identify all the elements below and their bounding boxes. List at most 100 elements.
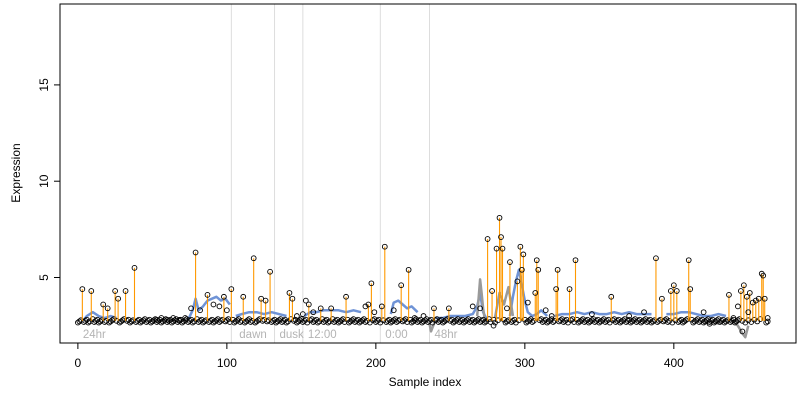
data-point [300,311,306,317]
baseline-point [603,317,610,324]
spike-point [289,295,296,302]
spike-point [192,249,199,256]
spike-point [685,257,692,264]
phase-label: 24hr [83,329,106,341]
baseline-point [338,317,345,324]
spike-point [507,259,513,265]
spike-point [122,288,129,294]
baseline-point [374,317,381,324]
baseline-point [562,317,568,324]
spike-point [687,286,694,292]
baseline-point [548,316,555,322]
spike-point [317,305,324,312]
data-point [182,315,188,321]
x-tick-label: 100 [217,356,237,370]
data-point [700,309,707,316]
data-point [764,315,771,321]
data-point [176,317,183,323]
spike-point [431,305,437,312]
phase-label: 0:00 [385,329,407,341]
spike-point [535,266,542,273]
spike-point [250,255,257,262]
data-point [477,305,483,312]
data-point [490,322,497,329]
baseline-point [314,319,321,326]
spike-point [533,257,540,264]
spike-point [572,257,579,264]
baseline-point [764,318,771,325]
baseline-point [481,319,488,326]
profile-line-alt [475,278,490,324]
spike-point [743,293,750,300]
spike-point [405,266,412,273]
baseline-point [246,316,253,322]
spike-point [517,243,524,250]
baseline-point [188,316,194,323]
baseline-point [283,319,290,326]
spike-point [262,297,269,304]
spike-point [204,291,211,298]
baseline-point [235,316,242,322]
spike-point [240,293,247,300]
baseline-point [550,319,556,325]
spike-point [499,245,506,252]
spike-point [228,286,235,292]
spike-point [668,288,674,294]
data-point [548,313,555,319]
baseline-point [516,317,522,324]
spike-point [104,305,111,312]
baseline-point [301,317,308,324]
baseline-point [530,317,537,324]
spike-point [100,301,107,308]
spike-point [532,290,539,296]
data-point [362,303,369,310]
data-point [224,307,230,314]
spike-point [670,282,677,289]
spike-point [446,305,452,312]
spike-point [554,266,561,273]
baseline-point [666,317,673,324]
x-tick-label: 400 [664,356,684,370]
spike-point [398,282,405,289]
baseline-point [682,317,689,324]
profile-line [389,299,419,315]
spike-point [286,290,293,296]
spike-point [519,266,525,273]
spike-point [761,295,768,302]
baseline-point [224,317,230,324]
spike-point [378,303,385,310]
data-point [524,299,531,306]
data-point [310,309,317,316]
x-axis: 0 100 200 300 400 [75,343,684,370]
spike-point [484,236,491,242]
spike-point [381,243,388,250]
spike-point [726,291,732,298]
baseline-point [364,317,370,324]
spike-point [741,282,747,289]
baseline-point [736,316,743,322]
data-point [188,305,194,312]
baseline-points [75,316,771,326]
baseline-point [313,316,320,323]
y-tick-label: 5 [37,274,51,281]
spike-point [131,265,138,271]
baseline-point [568,317,574,324]
data-point [210,301,217,308]
baseline-point [480,316,486,323]
spike-point [760,272,767,279]
spike-point [755,295,762,302]
data-point [158,315,165,321]
data-point [420,313,427,319]
data-point [216,303,223,310]
baseline-point [361,316,367,322]
profile-line [82,310,118,321]
baseline-point [189,319,196,326]
baseline-point [426,317,433,324]
plot-frame [59,3,797,344]
data-point [302,297,309,304]
phase-label: 12:00 [308,329,337,341]
baseline-point [745,317,752,324]
phase-label: dusk [280,329,305,341]
